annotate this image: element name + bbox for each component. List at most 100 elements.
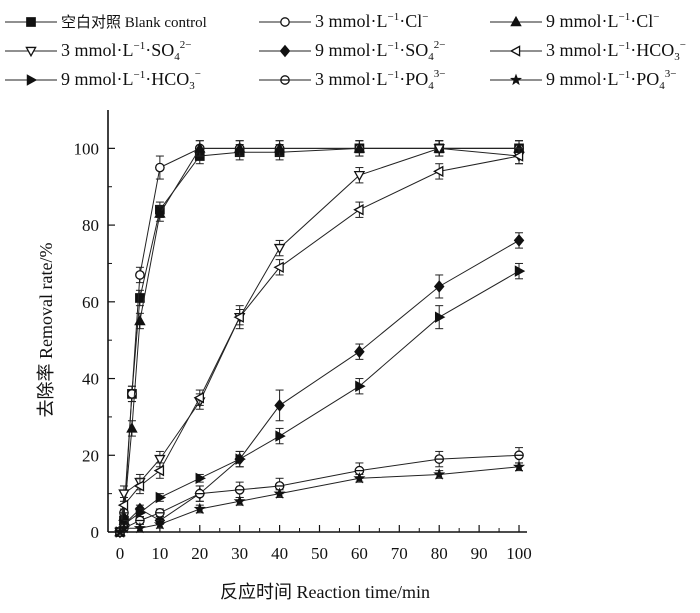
legend-label-part: ·Cl — [630, 11, 653, 31]
series-4-point — [433, 144, 445, 155]
series-5-line — [119, 239, 520, 533]
series-6-point — [512, 150, 524, 162]
legend-item-5: 9 mmol·L−1·SO42− — [259, 39, 445, 63]
x-tick-label: 70 — [391, 544, 408, 563]
series-6-point — [153, 464, 165, 477]
legend-label-part: 3 mmol·L — [546, 40, 619, 60]
series-6-point — [353, 204, 364, 216]
series-4-point — [118, 489, 130, 500]
legend-label-part: ·HCO — [145, 69, 189, 89]
legend-label-part: ·PO — [630, 69, 659, 89]
legend-label-part: −1 — [388, 69, 400, 81]
y-tick-label: 80 — [82, 216, 99, 235]
series-3-point — [353, 142, 366, 153]
x-tick-label: 30 — [231, 544, 248, 563]
legend-marker — [280, 17, 290, 27]
series-2 — [115, 140, 524, 537]
legend-label-part: −1 — [619, 69, 631, 81]
legend-label: 9 mmol·L−1·Cl− — [546, 11, 659, 31]
legend-item-3: 9 mmol·L−1·Cl− — [490, 11, 659, 31]
x-tick-label: 100 — [506, 544, 532, 563]
series-4-point — [273, 243, 286, 255]
y-tick-label: 100 — [74, 139, 100, 158]
legend-label-part: 4 — [174, 51, 180, 63]
series-6-point — [133, 480, 145, 492]
series-3-point — [126, 422, 138, 433]
series-6-point — [233, 311, 244, 323]
legend-item-4: 3 mmol·L−1·SO42− — [5, 39, 191, 63]
axes-layer: 0 10 20 30 40 50 60 70 80 90 100 0 20 40 60 80 100 — [74, 110, 532, 563]
series-4-point — [353, 170, 366, 182]
legend-item-1: 空白对照 Blank control — [5, 14, 207, 31]
series-9-point — [433, 468, 446, 480]
series-9-line — [119, 466, 520, 533]
legend-label-part: 3 — [674, 51, 680, 63]
series-5 — [114, 232, 525, 539]
series-3-line — [119, 147, 519, 533]
legend-marker — [25, 46, 37, 58]
legend-label-part: 2− — [180, 39, 192, 51]
series-2-line — [119, 147, 519, 533]
series-7-point — [275, 430, 286, 442]
legend-marker — [280, 75, 290, 85]
series-8-point — [434, 454, 445, 464]
legend-item-6: 3 mmol·L−1·HCO3− — [490, 39, 686, 63]
series-3 — [114, 140, 525, 537]
series-5-point — [513, 234, 525, 247]
series-5-point — [274, 399, 285, 412]
series-7-point — [514, 265, 526, 277]
y-tick-label: 0 — [91, 523, 100, 542]
legend-label-part: 3 mmol·L — [61, 40, 134, 60]
legend-label-part: −1 — [388, 11, 400, 23]
legend-label: 3 mmol·L−1·SO42− — [61, 39, 191, 63]
series-2-point — [135, 270, 145, 280]
legend-label-part: −1 — [619, 40, 631, 52]
plot-area: 0 10 20 30 40 50 60 70 80 90 100 0 20 40 60 80 100 — [74, 110, 532, 563]
legend-marker — [509, 73, 523, 86]
series-5-point — [354, 345, 365, 358]
x-tick-label: 90 — [471, 544, 488, 563]
legend-label-part: ·Cl — [399, 11, 422, 31]
series-4-line — [119, 147, 520, 533]
series-8 — [115, 447, 524, 537]
series-7-line — [119, 270, 520, 533]
legend-label-part: 4 — [659, 80, 665, 92]
series-7-point — [434, 311, 446, 323]
legend-item-8: 3 mmol·L−1·PO43− — [259, 68, 445, 92]
legend-label-part: − — [422, 11, 428, 23]
series-7-point — [195, 472, 206, 485]
series-7 — [115, 262, 526, 538]
series-8-point — [234, 484, 245, 495]
series-8-point — [135, 515, 145, 526]
series-7-point — [235, 453, 246, 465]
legend-marker — [26, 74, 38, 86]
series-3-point — [194, 142, 206, 153]
legend-label-part: −1 — [134, 69, 146, 81]
series-9-point — [233, 494, 246, 507]
x-tick-label: 0 — [116, 544, 125, 563]
series-layer — [113, 140, 526, 539]
x-tick-label: 40 — [271, 544, 288, 563]
legend: 空白对照 Blank control 3 mmol·L−1·Cl− 9 mmol·L… — [5, 11, 686, 92]
series-1-line — [119, 147, 519, 533]
series-9-point — [353, 471, 366, 484]
y-tick-label: 60 — [82, 293, 99, 312]
legend-label-part: −1 — [388, 40, 400, 52]
legend-label-part: ·SO — [145, 40, 174, 60]
series-3-point — [154, 207, 166, 218]
series-6-point — [193, 392, 205, 404]
series-5-point — [433, 280, 445, 293]
series-7-point — [355, 380, 366, 392]
legend-label-part: 3− — [434, 68, 446, 80]
y-tick-label: 20 — [82, 446, 99, 465]
legend-label: 空白对照 Blank control — [61, 14, 207, 31]
series-1 — [115, 140, 524, 537]
legend-label-part: 4 — [428, 51, 434, 63]
series-8-point — [155, 507, 165, 518]
x-tick-label: 20 — [191, 544, 208, 563]
legend-label-part: −1 — [134, 40, 146, 52]
x-tick-label: 50 — [311, 544, 328, 563]
series-9-point — [193, 502, 206, 515]
series-8-point — [274, 481, 285, 491]
